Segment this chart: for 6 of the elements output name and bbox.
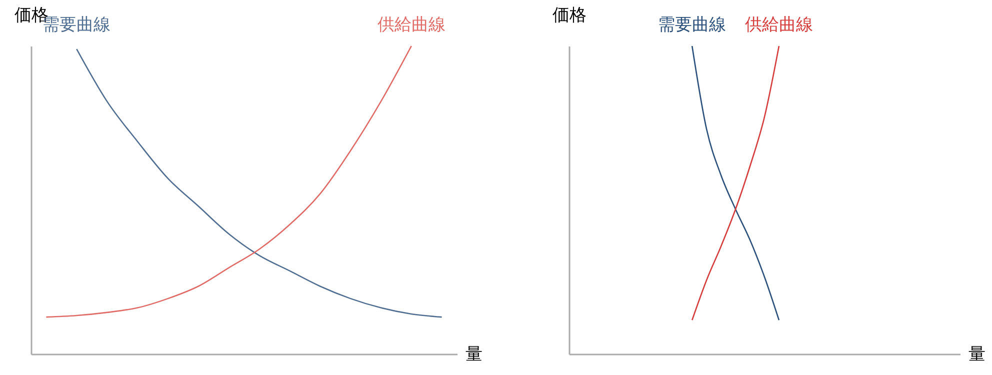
series-label: 需要曲線	[658, 15, 726, 35]
series-label: 供給曲線	[744, 15, 813, 35]
x-axis-title: 量	[968, 344, 986, 364]
x-axis-title: 量	[466, 344, 482, 364]
y-axis-title: 価格	[552, 6, 586, 26]
series-label: 供給曲線	[377, 15, 446, 35]
